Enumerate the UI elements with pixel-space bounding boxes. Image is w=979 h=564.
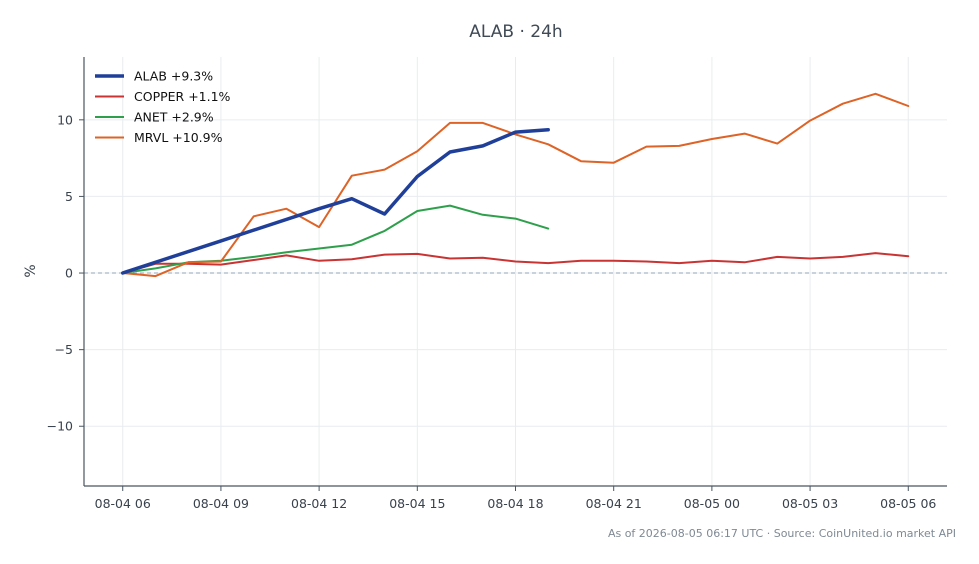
x-tick-label: 08-04 18 [487,496,543,511]
y-axis-label: % [23,264,39,277]
y-tick-label: 5 [65,189,73,204]
y-tick-label: 0 [65,266,73,281]
x-tick-label: 08-04 06 [95,496,151,511]
chart-title: ALAB · 24h [469,22,562,42]
x-tick-label: 08-05 03 [782,496,838,511]
legend: ALAB +9.3% COPPER +1.1% ANET +2.9% MRVL +10… [95,69,231,145]
x-tick-label: 08-04 12 [291,496,347,511]
legend-label-alab: ALAB +9.3% [134,69,213,84]
x-tick-label: 08-05 06 [880,496,936,511]
legend-label-copper: COPPER +1.1% [134,89,231,104]
series-line-alab [120,128,550,275]
legend-label-mrvl: MRVL +10.9% [134,130,223,145]
series-line-mrvl [121,92,910,278]
x-tick-label: 08-05 00 [684,496,740,511]
series-layer [120,92,910,278]
legend-label-anet: ANET +2.9% [134,110,214,125]
y-tick-label: 10 [57,112,73,127]
source-note: As of 2026-08-05 06:17 UTC · Source: Coi… [608,527,956,540]
series-line-copper [121,252,910,274]
x-tick-label: 08-04 09 [193,496,249,511]
y-tick-label: −10 [47,419,73,434]
x-tick-label: 08-04 15 [389,496,445,511]
y-tick-label: −5 [55,342,73,357]
axes: 08-04 06 08-04 09 08-04 12 08-04 15 08-04 18… [47,57,947,511]
x-tick-label: 08-04 21 [586,496,642,511]
